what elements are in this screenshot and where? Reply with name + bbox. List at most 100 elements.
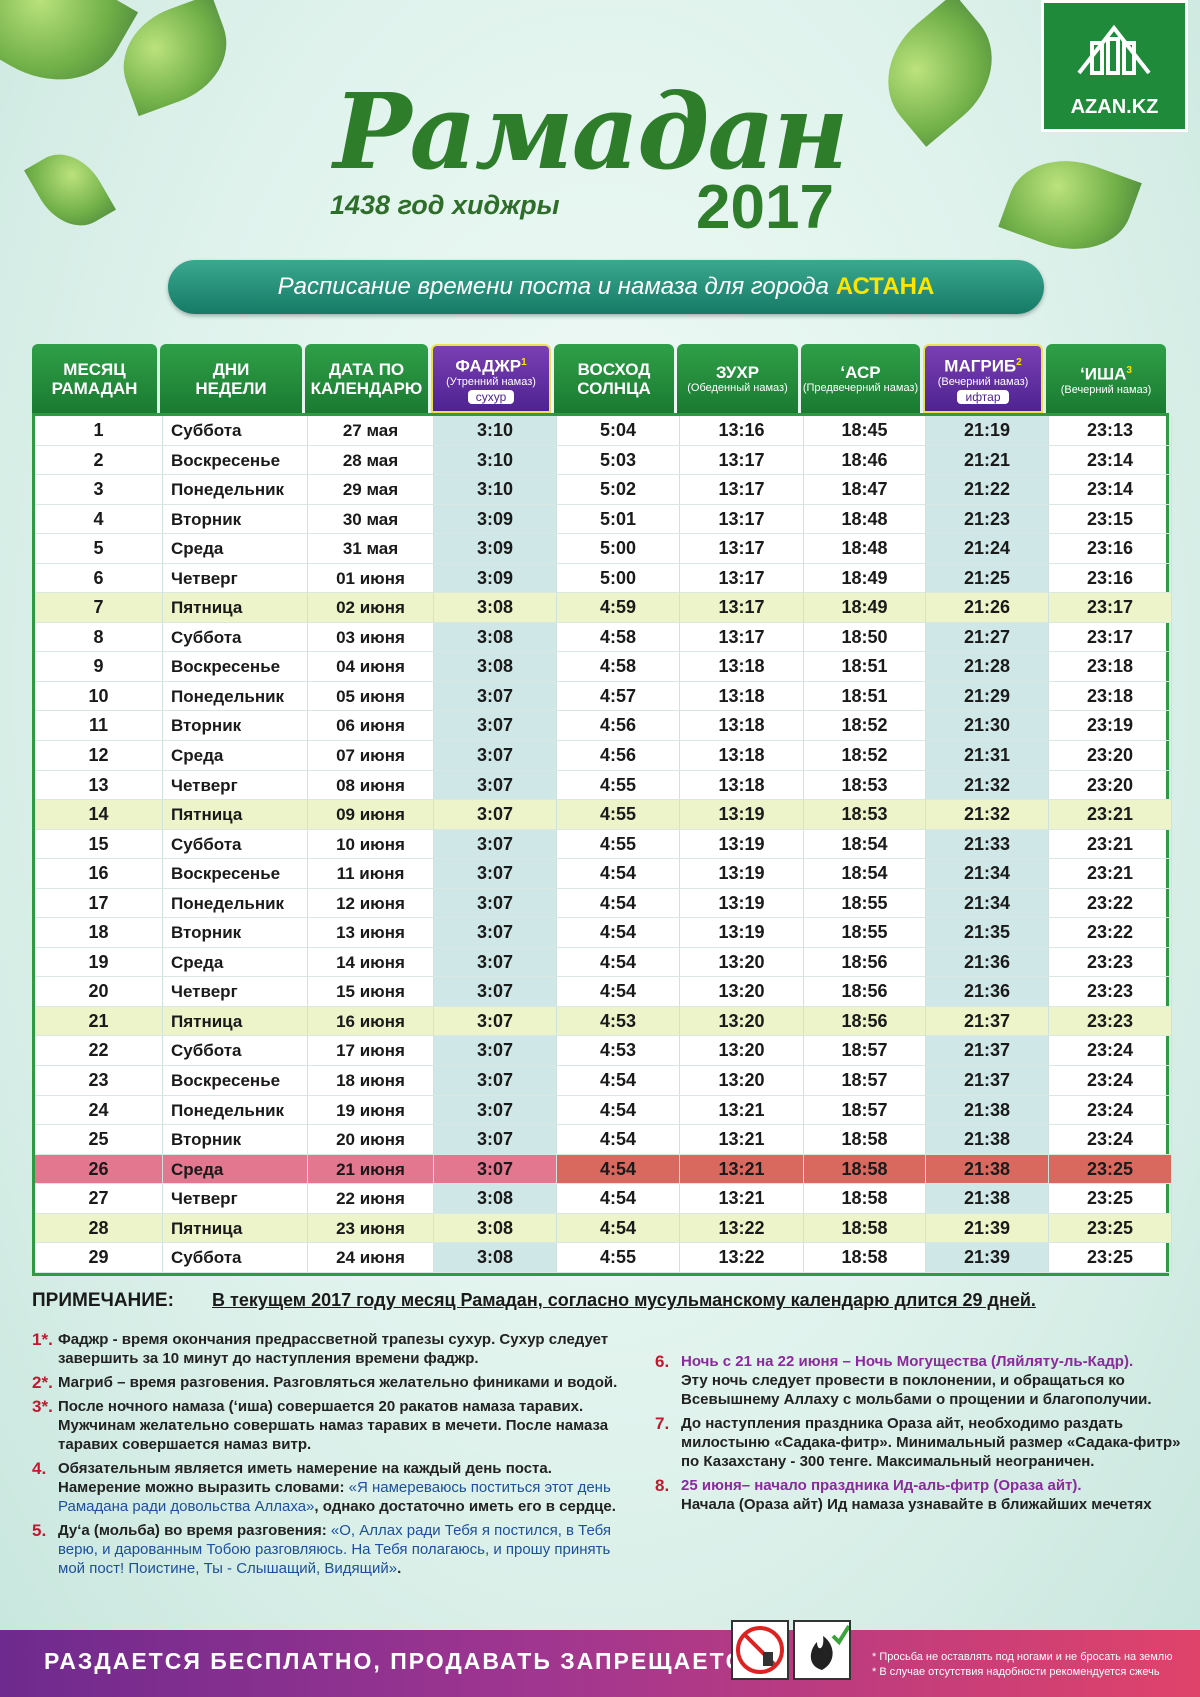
header-cell: МАГРИБ2 (Вечерний намаз) ифтар [923, 344, 1043, 413]
table-cell: Суббота [163, 416, 308, 446]
table-cell: 18:53 [804, 800, 926, 830]
table-cell: 14 июня [308, 947, 434, 978]
table-cell: 12 [35, 741, 163, 771]
header-title: МАГРИБ2 [944, 353, 1021, 376]
table-cell: 4:54 [557, 1125, 680, 1155]
table-cell: 21:36 [926, 977, 1049, 1007]
table-cell: Пятница [163, 1006, 308, 1037]
table-cell: Пятница [163, 800, 308, 830]
table-cell: 4:54 [557, 1154, 680, 1185]
subtitle: Расписание времени поста и намаза для го… [277, 273, 836, 300]
table-cell: Понедельник [163, 681, 308, 712]
table-cell: 23:25 [1049, 1184, 1172, 1214]
table-cell: 26 [35, 1154, 163, 1185]
table-cell: 17 июня [308, 1036, 434, 1067]
table-cell: 3:09 [434, 563, 557, 594]
table-cell: 3:07 [434, 859, 557, 889]
table-cell: 18:54 [804, 829, 926, 860]
note-text: До наступления праздника Ораза айт, необ… [681, 1415, 1181, 1470]
table-cell: 13:19 [680, 829, 804, 860]
note-text: Обязательным является иметь намерение на… [58, 1460, 552, 1496]
table-cell: 21:32 [926, 770, 1049, 801]
leaf [0, 0, 139, 108]
table-cell: 22 [35, 1036, 163, 1067]
table-cell: Вторник [163, 711, 308, 742]
table-cell: 23:22 [1049, 888, 1172, 919]
table-cell: 23:20 [1049, 741, 1172, 771]
table-cell: 23:15 [1049, 504, 1172, 535]
table-cell: 04 июня [308, 652, 434, 682]
table-row: 6 Четверг 01 июня 3:09 5:00 13:17 18:49 21:25 23… [35, 563, 1172, 594]
table-cell: 21:25 [926, 563, 1049, 594]
remark: * Просьба не оставлять под ногами и не б… [872, 1651, 1173, 1663]
table-cell: 21:38 [926, 1184, 1049, 1214]
header-text: ʻИША [1080, 364, 1127, 384]
table-cell: 4:56 [557, 741, 680, 771]
table-cell: 13:20 [680, 977, 804, 1007]
table-cell: 12 июня [308, 888, 434, 919]
header-text: ʻАСР [840, 363, 881, 382]
note-body: 25 июня– начало праздника Ид-аль-фитр (О… [681, 1476, 1152, 1514]
table-cell: 23:13 [1049, 416, 1172, 446]
table-cell: 03 июня [308, 622, 434, 653]
table-row: 21 Пятница 16 июня 3:07 4:53 13:20 18:56 21:37 2… [35, 1006, 1172, 1037]
table-cell: 18:58 [804, 1213, 926, 1244]
footer-slogan: РАЗДАЕТСЯ БЕСПЛАТНО, ПРОДАВАТЬ ЗАПРЕЩАЕТ… [44, 1648, 773, 1674]
table-cell: 23:17 [1049, 593, 1172, 623]
table-cell: 18:53 [804, 770, 926, 801]
table-row: 9 Воскресенье 04 июня 3:08 4:58 13:18 18:51 21:… [35, 652, 1172, 682]
table-cell: 23:25 [1049, 1154, 1172, 1185]
table-cell: 13:18 [680, 770, 804, 801]
header-title: ДНИ [213, 360, 250, 379]
table-cell: 21:39 [926, 1213, 1049, 1244]
table-cell: Суббота [163, 829, 308, 860]
table-cell: 3:07 [434, 711, 557, 742]
table-cell: 21:19 [926, 416, 1049, 446]
table-cell: 13:20 [680, 947, 804, 978]
table-cell: 23:24 [1049, 1125, 1172, 1155]
table-cell: 14 [35, 800, 163, 830]
note-text: Фаджр - время окончания предрассветной т… [58, 1331, 609, 1367]
table-cell: 3:07 [434, 1036, 557, 1067]
table-cell: Воскресенье [163, 1066, 308, 1096]
table-cell: 23 июня [308, 1213, 434, 1244]
table-cell: 5 [35, 534, 163, 564]
header-row: МЕСЯЦ РАМАДАН ДНИ НЕДЕЛИ ДАТА ПО КАЛЕНДАРЮ ФАД… [32, 344, 1169, 413]
note-text: Эту ночь следует провести в поклонении, … [681, 1372, 1152, 1408]
table-cell: 21:37 [926, 1006, 1049, 1037]
table-cell: 7 [35, 593, 163, 623]
table-cell: Понедельник [163, 888, 308, 919]
table-cell: 02 июня [308, 593, 434, 623]
note-marker: 3*. [32, 1397, 53, 1416]
table-cell: 3:09 [434, 534, 557, 564]
table-cell: Пятница [163, 1213, 308, 1244]
header-text: ДНИ [212, 359, 250, 379]
table-cell: Четверг [163, 770, 308, 801]
table-cell: 3:08 [434, 622, 557, 653]
table-row: 15 Суббота 10 июня 3:07 4:55 13:19 18:54 21:33 2… [35, 829, 1172, 860]
table-cell: 07 июня [308, 741, 434, 771]
table-cell: 13:19 [680, 918, 804, 948]
table-cell: 23:14 [1049, 445, 1172, 476]
table-row: 3 Понедельник 29 мая 3:10 5:02 13:17 18:47 21:2… [35, 475, 1172, 505]
header-cell: ВОСХОД СОЛНЦА [554, 344, 674, 413]
table-cell: 13:21 [680, 1125, 804, 1155]
table-cell: Понедельник [163, 475, 308, 505]
table-cell: Среда [163, 1154, 308, 1185]
table-cell: 4:59 [557, 593, 680, 623]
table-cell: 13:17 [680, 445, 804, 476]
table-row: 29 Суббота 24 июня 3:08 4:55 13:22 18:58 21:39 2… [35, 1243, 1172, 1273]
table-cell: 24 [35, 1095, 163, 1126]
table-body: 1 Суббота 27 мая 3:10 5:04 13:16 18:45 21:19 23:… [32, 413, 1172, 1276]
table-cell: Суббота [163, 622, 308, 653]
table-cell: 13:16 [680, 416, 804, 446]
table-cell: 23:20 [1049, 770, 1172, 801]
note-marker: 2*. [32, 1373, 53, 1392]
header-sub: (Обеденный намаз) [687, 382, 788, 394]
table-cell: 01 июня [308, 563, 434, 594]
table-cell: 3:07 [434, 681, 557, 712]
table-cell: 4 [35, 504, 163, 535]
table-cell: 20 [35, 977, 163, 1007]
table-cell: 3:08 [434, 1184, 557, 1214]
